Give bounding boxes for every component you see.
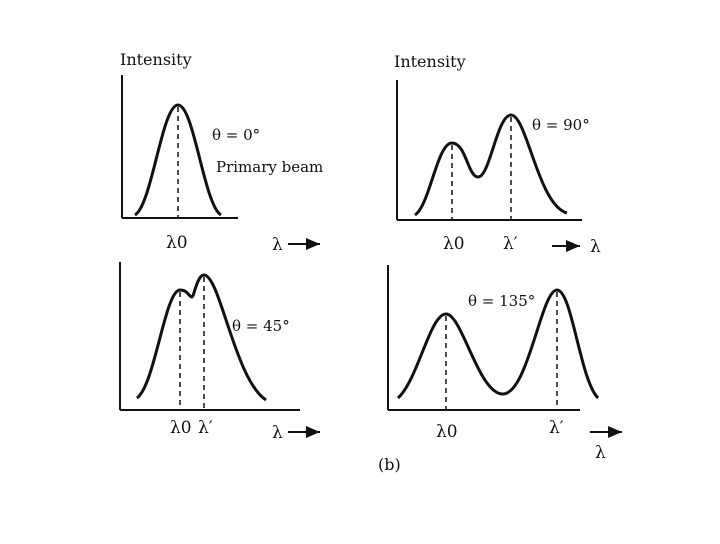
compton-peaks-curve	[413, 113, 568, 217]
peak-label-lambda0: λ0	[443, 234, 465, 254]
x-axis-label: λ	[272, 235, 283, 255]
y-axis-label: Intensity	[394, 52, 466, 71]
panel-theta-135: θ = 135° λ0 λ′ λ	[387, 265, 622, 463]
figure-panel-label: (b)	[378, 455, 401, 474]
overlapping-peaks-curve	[135, 273, 267, 402]
panel-theta-90: Intensity θ = 90° λ0 λ′ λ	[394, 52, 601, 257]
y-axis-label: Intensity	[120, 50, 192, 69]
peak-label-lambda-prime: λ′	[549, 418, 564, 438]
peak-label-lambda0: λ0	[170, 418, 192, 438]
peak-label-lambda-prime: λ′	[503, 234, 518, 254]
x-axis-label: λ	[272, 423, 283, 443]
peak-label-lambda0: λ0	[166, 233, 188, 253]
primary-peak-curve	[133, 103, 223, 217]
angle-label: θ = 90°	[532, 116, 590, 134]
panel-theta-0: Intensity θ = 0° Primary beam λ0 λ	[120, 50, 323, 255]
separated-peaks-curve	[396, 288, 600, 400]
x-axis-label: λ	[595, 443, 606, 463]
primary-beam-note: Primary beam	[216, 158, 323, 176]
peak-label-lambda0: λ0	[436, 422, 458, 442]
angle-label: θ = 135°	[468, 292, 535, 310]
panel-theta-45: θ = 45° λ0 λ′ λ	[119, 262, 320, 443]
angle-label: θ = 45°	[232, 317, 290, 335]
angle-label: θ = 0°	[212, 126, 260, 144]
peak-label-lambda-prime: λ′	[198, 418, 213, 438]
x-axis-label: λ	[590, 237, 601, 257]
